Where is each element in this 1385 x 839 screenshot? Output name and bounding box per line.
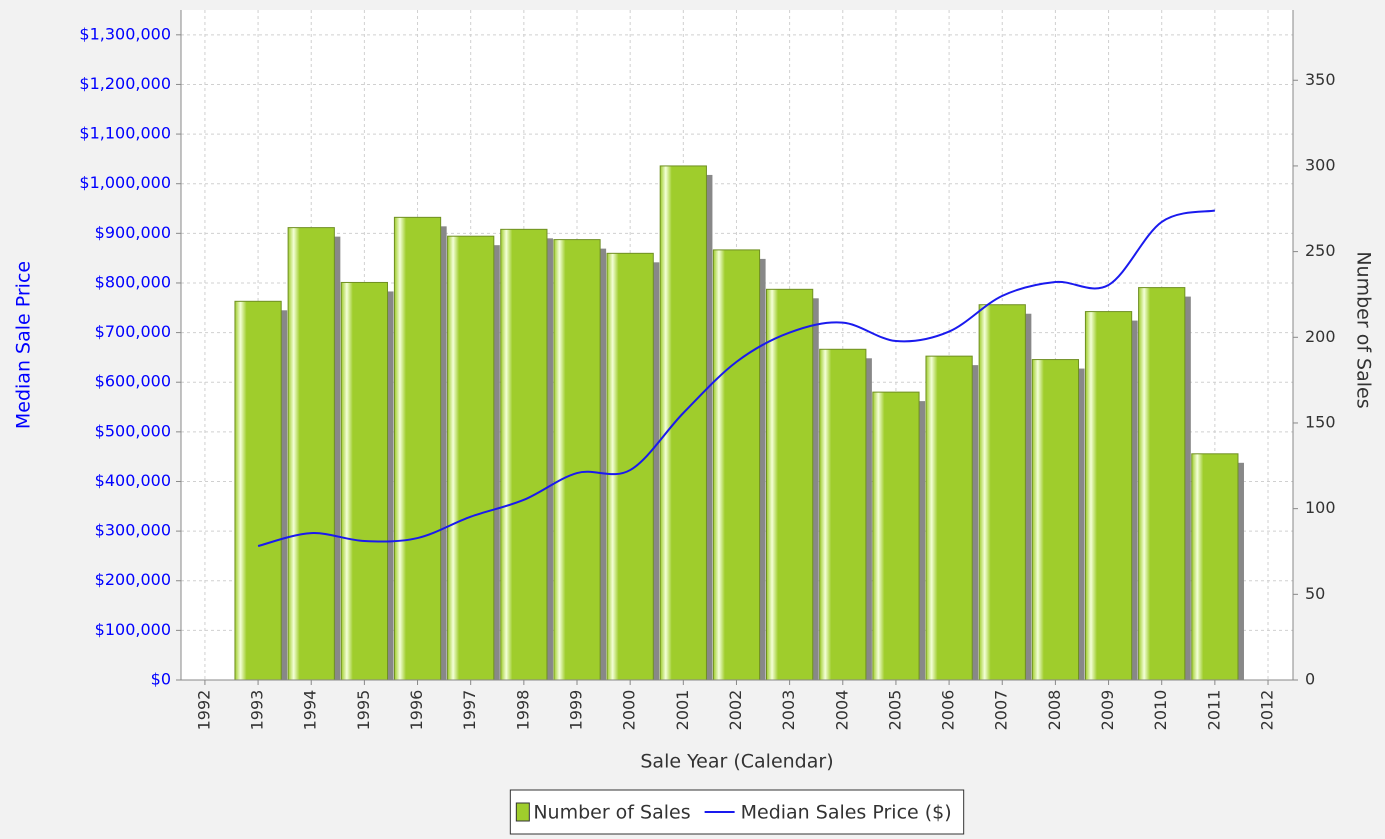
x-tick-label: 2009: [1098, 690, 1117, 731]
x-axis-title: Sale Year (Calendar): [640, 751, 833, 773]
x-tick-label: 2001: [673, 690, 692, 731]
y2-tick-label: 50: [1305, 584, 1325, 603]
bar: [712, 249, 761, 680]
bar: [606, 252, 654, 680]
y-tick-label: $500,000: [95, 421, 171, 440]
bar: [553, 239, 601, 680]
x-tick-label: 2007: [992, 690, 1011, 731]
x-tick-label: 2005: [885, 690, 904, 731]
x-tick-label: 2002: [726, 690, 745, 731]
bar: [1031, 359, 1080, 680]
bar: [1084, 311, 1133, 680]
y-tick-label: $800,000: [95, 272, 171, 291]
x-tick-label: 1992: [194, 690, 213, 731]
x-tick-label: 1996: [407, 690, 426, 731]
y2-tick-label: 150: [1305, 412, 1336, 431]
bar: [500, 228, 548, 680]
legend-swatch: [515, 802, 530, 822]
x-tick-label: 2010: [1151, 690, 1170, 731]
y2-tick-label: 200: [1305, 327, 1336, 346]
y-tick-label: $1,000,000: [79, 173, 171, 192]
line: [257, 209, 1216, 547]
y-tick-label: $400,000: [95, 471, 171, 490]
x-tick-label: 2012: [1258, 690, 1277, 731]
bar: [1191, 453, 1239, 680]
x-tick-label: 1998: [513, 690, 532, 731]
x-tick-label: 2011: [1204, 690, 1223, 731]
bar-series: [234, 165, 1244, 680]
y-tick-label: $600,000: [95, 372, 171, 391]
y-tick-label: $200,000: [95, 570, 171, 589]
bar: [925, 355, 973, 680]
y-tick-label: $0: [151, 670, 171, 689]
y2-tick-label: 350: [1305, 70, 1336, 89]
y-tick-label: $1,200,000: [79, 74, 171, 93]
y-tick-label: $1,300,000: [79, 24, 171, 43]
x-tick-label: 1995: [354, 690, 373, 731]
y-tick-label: $300,000: [95, 521, 171, 540]
y-tick-label: $100,000: [95, 620, 171, 639]
y-axis-title: Median Sale Price: [13, 261, 35, 429]
y2-axis-title: Number of Sales: [1353, 251, 1375, 408]
x-tick-label: 2003: [779, 690, 798, 731]
bar: [872, 391, 920, 680]
y-tick-label: $1,100,000: [79, 124, 171, 143]
y-tick-label: $700,000: [95, 322, 171, 341]
bar: [393, 216, 442, 680]
bar: [819, 348, 867, 680]
bar: [659, 165, 707, 680]
bar: [340, 281, 389, 680]
y2-tick-label: 300: [1305, 155, 1336, 174]
y2-tick-label: 250: [1305, 241, 1336, 260]
bar: [447, 235, 495, 680]
x-tick-label: 1999: [567, 690, 586, 731]
x-tick-label: 2000: [620, 690, 639, 731]
x-tick-label: 2008: [1045, 690, 1064, 731]
x-tick-label: 1997: [460, 690, 479, 731]
bar: [766, 288, 814, 680]
y-tick-label: $900,000: [95, 223, 171, 242]
y2-tick-label: 0: [1305, 670, 1315, 689]
x-tick-label: 1994: [301, 690, 320, 731]
legend-label: Number of Sales: [533, 802, 690, 824]
legend-label: Median Sales Price ($): [741, 802, 952, 824]
bar: [234, 300, 282, 680]
x-tick-label: 1993: [248, 690, 267, 731]
bar: [287, 227, 335, 680]
legend: Number of Sales Median Sales Price ($): [509, 789, 965, 835]
y2-tick-label: 100: [1305, 498, 1336, 517]
x-tick-label: 2004: [832, 690, 851, 731]
x-tick-label: 2006: [939, 690, 958, 731]
bar: [1138, 287, 1186, 680]
bar: [978, 304, 1026, 680]
legend-box: [509, 789, 965, 835]
